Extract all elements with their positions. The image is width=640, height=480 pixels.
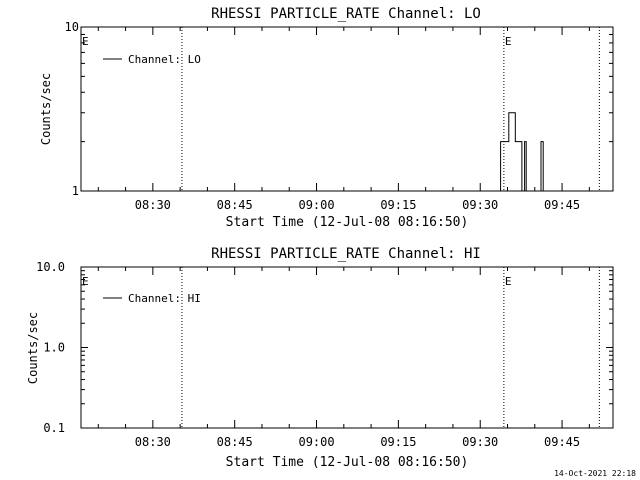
chart-lo-series bbox=[500, 112, 544, 192]
chart-hi-xlabel: Start Time (12-Jul-08 08:16:50) bbox=[226, 455, 469, 470]
chart-lo-legend-label: Channel: LO bbox=[128, 53, 201, 66]
chart-hi-ytick-label: 0.1 bbox=[43, 421, 65, 435]
chart-hi-ytick-label: 1.0 bbox=[43, 341, 65, 355]
chart-hi-xtick-label: 08:30 bbox=[135, 435, 171, 449]
chart-hi-xticks: 08:30 08:45 09:00 09:15 09:30 09:45 bbox=[97, 267, 590, 449]
chart-lo-xtick-label: 09:45 bbox=[544, 198, 580, 212]
chart-hi-yticks: 0.1 1.0 10.0 bbox=[36, 260, 613, 435]
chart-lo-ytick-label: 10 bbox=[65, 20, 79, 34]
chart-hi-xtick-label: 09:30 bbox=[462, 435, 498, 449]
chart-lo-marker-label: E bbox=[505, 35, 512, 48]
chart-lo: RHESSI PARTICLE_RATE Channel: LO Counts/… bbox=[39, 6, 614, 230]
chart-lo-ytick-label: 1 bbox=[72, 184, 79, 198]
chart-hi-marker-label: E bbox=[82, 275, 89, 288]
chart-lo-plot-frame bbox=[80, 26, 614, 192]
chart-lo-xtick-label: 09:00 bbox=[298, 198, 334, 212]
chart-lo-series-line bbox=[500, 112, 544, 192]
footer-timestamp: 14-Oct-2021 22:18 bbox=[554, 469, 636, 478]
chart-hi-ylabel: Counts/sec bbox=[26, 312, 40, 384]
chart-hi: RHESSI PARTICLE_RATE Channel: HI Counts/… bbox=[26, 246, 614, 470]
chart-lo-xticks: 08:30 08:45 09:00 09:15 09:30 09:45 bbox=[97, 27, 590, 212]
chart-lo-marker-label: E bbox=[82, 35, 89, 48]
chart-hi-xtick-label: 08:45 bbox=[217, 435, 253, 449]
chart-lo-xtick-label: 09:15 bbox=[380, 198, 416, 212]
chart-hi-legend-label: Channel: HI bbox=[128, 292, 201, 305]
chart-lo-title: RHESSI PARTICLE_RATE Channel: LO bbox=[211, 6, 481, 22]
chart-hi-xtick-label: 09:00 bbox=[298, 435, 334, 449]
chart-hi-xtick-label: 09:15 bbox=[380, 435, 416, 449]
chart-lo-xtick-label: 08:30 bbox=[135, 198, 171, 212]
chart-lo-xtick-label: 09:30 bbox=[462, 198, 498, 212]
chart-hi-ytick-label: 10.0 bbox=[36, 260, 65, 274]
chart-lo-xtick-label: 08:45 bbox=[217, 198, 253, 212]
chart-lo-ylabel: Counts/sec bbox=[39, 73, 53, 145]
chart-lo-xlabel: Start Time (12-Jul-08 08:16:50) bbox=[226, 215, 469, 230]
chart-hi-title: RHESSI PARTICLE_RATE Channel: HI bbox=[211, 246, 481, 262]
chart-hi-marker-label: E bbox=[505, 275, 512, 288]
chart-lo-yticks: 1 10 bbox=[65, 20, 613, 198]
chart-hi-xtick-label: 09:45 bbox=[544, 435, 580, 449]
